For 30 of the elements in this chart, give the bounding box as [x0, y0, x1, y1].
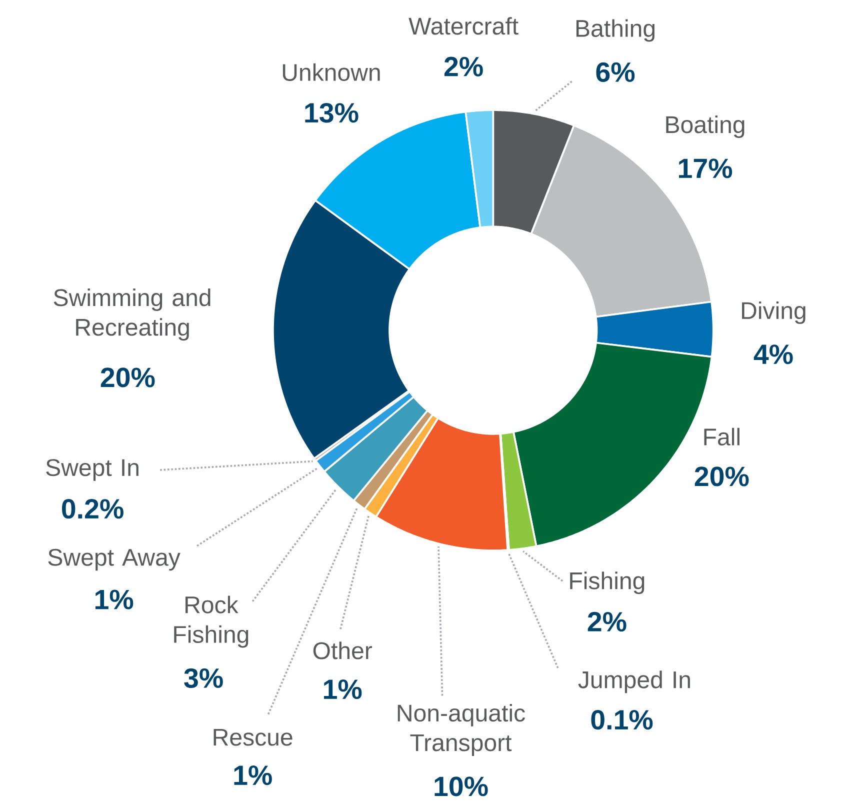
- data-label: 4%: [754, 344, 793, 364]
- slice-label: Swept Away: [48, 548, 180, 571]
- slice-label: Non-aquatic Transport: [398, 704, 525, 756]
- slice-label: Other: [313, 641, 372, 660]
- slice-label: Fishing: [570, 572, 644, 594]
- slice-label: Diving: [742, 301, 806, 324]
- slice-label: Swept In: [46, 458, 138, 481]
- data-label: 10%: [434, 776, 488, 796]
- data-label: 1%: [234, 765, 272, 785]
- data-label: 1%: [324, 679, 362, 699]
- slice-label: Jumped In: [578, 670, 690, 693]
- slice-label: Boating: [666, 115, 744, 138]
- slice-label: Rock Fishing: [174, 596, 248, 648]
- slice-label: Bathing: [576, 19, 654, 42]
- data-label: 0.2%: [62, 498, 124, 519]
- data-label: 6%: [596, 62, 635, 82]
- data-label: 13%: [305, 102, 358, 123]
- data-label: 1%: [95, 590, 134, 610]
- data-label: 17%: [678, 158, 732, 178]
- slice-label: Rescue: [214, 728, 292, 746]
- data-label: 2%: [444, 56, 483, 76]
- slice-label: Watercraft: [408, 16, 518, 35]
- data-label: 2%: [588, 612, 626, 632]
- data-label: 0.1%: [591, 710, 653, 730]
- data-label: 20%: [100, 368, 155, 388]
- slice-label: Fall: [704, 428, 740, 446]
- slice-label: Unknown: [282, 63, 380, 81]
- data-label: 20%: [694, 466, 749, 486]
- data-label: 3%: [184, 668, 223, 688]
- slice-label: Swimming and Recreating: [54, 288, 210, 340]
